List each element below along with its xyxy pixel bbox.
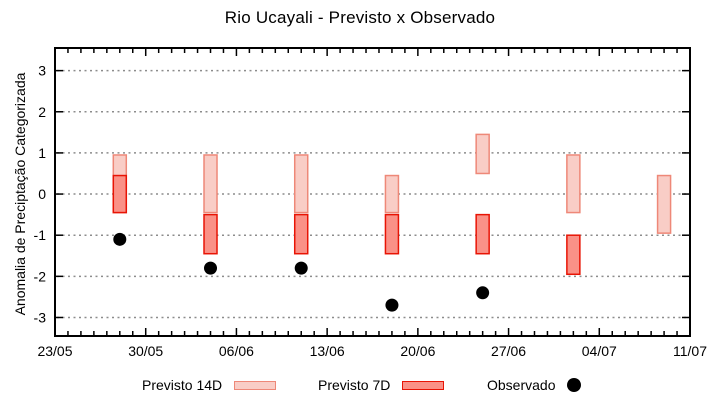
bar-previsto-7d	[566, 234, 581, 276]
bar-previsto-7d	[384, 213, 400, 255]
x-tick-label: 04/07	[582, 343, 617, 359]
y-tick-label: -3	[34, 309, 47, 325]
observado-dot	[204, 261, 218, 275]
x-tick-label: 30/05	[128, 343, 163, 359]
observado-dot	[113, 232, 127, 246]
legend-item-observado: Observado	[487, 377, 582, 393]
bar-previsto-7d	[475, 213, 490, 255]
bar-previsto-14d	[656, 174, 672, 234]
x-tick-label: 11/07	[673, 343, 707, 359]
observado-dot	[476, 286, 490, 300]
legend-label-previsto-14d: Previsto 14D	[142, 377, 223, 393]
bar-previsto-7d	[203, 213, 218, 255]
y-tick-label: 2	[38, 104, 46, 120]
y-tick-label: 3	[38, 63, 46, 79]
bar-previsto-14d	[384, 174, 400, 214]
y-tick-label: -1	[34, 227, 47, 243]
plot-border	[54, 47, 691, 337]
x-tick-label: 20/06	[400, 343, 435, 359]
x-tick-label: 23/05	[37, 343, 72, 359]
y-tick-label: -2	[34, 268, 47, 284]
legend-label-previsto-7d: Previsto 7D	[318, 377, 391, 393]
previsto-7d-swatch-icon	[402, 380, 445, 390]
x-tick-label: 13/06	[310, 343, 345, 359]
y-tick-label: 0	[38, 186, 46, 202]
bar-previsto-7d	[112, 174, 128, 214]
previsto-14d-swatch-icon	[234, 380, 277, 390]
legend-label-observado: Observado	[487, 377, 556, 393]
x-tick-label: 27/06	[491, 343, 526, 359]
bar-previsto-14d	[293, 154, 309, 214]
observado-dot	[294, 261, 308, 275]
observado-dot-icon	[567, 378, 582, 392]
bar-previsto-14d	[566, 154, 581, 214]
bar-previsto-7d	[293, 213, 309, 255]
bar-previsto-14d	[203, 154, 218, 214]
legend-item-previsto-14d: Previsto 14D	[142, 377, 277, 393]
bar-previsto-14d	[475, 133, 490, 175]
chart-title: Rio Ucayali - Previsto x Observado	[224, 8, 496, 27]
legend-item-previsto-7d: Previsto 7D	[318, 377, 445, 393]
y-tick-label: 1	[38, 145, 46, 161]
observado-dot	[385, 298, 399, 312]
x-tick-label: 06/06	[219, 343, 254, 359]
